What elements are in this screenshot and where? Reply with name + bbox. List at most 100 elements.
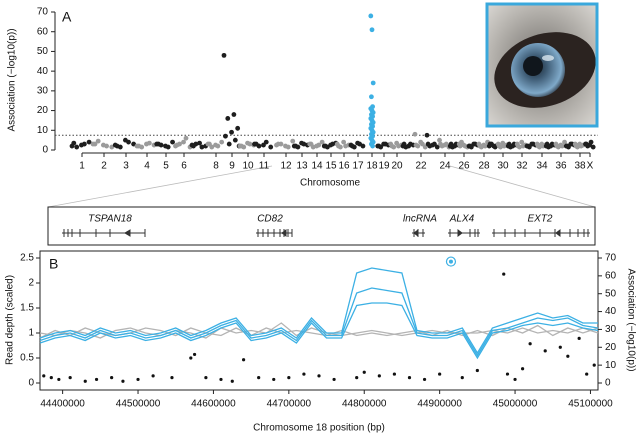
assoc-point [460,376,464,380]
eye-inset [485,2,599,128]
assoc-point [136,377,140,382]
y-tick-label: 10 [37,125,49,136]
assoc-point [287,376,291,380]
snp-point [199,144,205,150]
plot-frame [39,250,599,391]
x-tick-label: 6 [181,161,187,172]
x-tick-label: 44700000 [267,399,312,410]
zoom-lines [47,165,596,208]
snp-point [418,139,424,145]
y-tick-label: 0 [42,145,48,156]
snp-point [481,142,487,148]
snp-point [500,140,506,146]
assoc-point [68,376,72,380]
y-tick-label: 70 [37,7,49,18]
x-tick-label: 19 [378,161,390,172]
snp-point [207,141,212,147]
assoc-point [355,376,359,380]
snp-point [467,143,473,149]
x-tick-label: 26 [458,161,470,172]
snp-point [381,141,387,147]
snp-point [183,135,189,141]
snp-point [370,80,376,86]
snp-point [341,139,347,145]
snp-point [323,143,328,149]
snp-point [448,141,454,147]
y2-tick-label: 30 [605,324,617,335]
x-tick-label: 45000000 [493,399,538,410]
snp-point [71,140,77,146]
snp-point [394,140,400,146]
snp-point [370,143,375,149]
snp-point [100,142,106,148]
snp-point [92,141,98,147]
snp-point [181,139,186,145]
snp-point [174,142,180,148]
assoc-point [543,349,547,353]
snp-point [328,142,334,148]
assoc-point [317,374,321,378]
snp-point [221,52,227,58]
x-tick-label: 20 [391,161,403,172]
assoc-point [204,376,208,380]
y2-tick-label: 0 [605,378,611,389]
y2-tick-label: 60 [605,270,617,281]
assoc-point [592,363,596,367]
snp-point [308,141,314,147]
x-axis-label: Chromosome 18 position (bp) [253,423,385,434]
x-tick-label: 24 [439,161,451,172]
x-tick-label: 44400000 [40,399,85,410]
assoc-point [219,377,223,382]
x-tick-label: 3 [123,161,129,172]
x-tick-label: 28 [478,161,490,172]
snp-point [163,143,168,149]
assoc-point [558,345,562,349]
gene-label: ALX4 [449,214,475,225]
snp-point [406,143,412,149]
x-tick-label: 4 [144,161,150,172]
snp-point [529,141,535,147]
snp-point [554,143,560,149]
snp-point [461,142,467,148]
y2-tick-label: 40 [605,306,617,317]
snp-point [156,141,161,147]
x-tick-label: 34 [536,161,548,172]
y2-axis-label: Association (−log10(p)) [625,268,636,371]
snp-point [369,27,375,33]
snp-point [349,143,355,149]
assoc-point [407,376,412,380]
assoc-point [362,370,366,374]
snp-point [213,142,218,148]
snp-point [170,139,175,145]
y-tick-label: 0.5 [20,353,34,364]
snp-point [583,141,589,147]
highlight-point [448,259,453,264]
y-axis-label: Association (−log10(p)) [7,28,18,131]
y-tick-label: 40 [37,66,49,77]
snp-point [261,142,266,148]
snp-point [253,141,259,147]
assoc-point [49,376,53,380]
x-tick-label: 13 [296,161,308,172]
depth-line [39,267,598,355]
gene-label: lncRNA [403,214,437,225]
x-tick-label: 44500000 [116,399,161,410]
snp-point [477,143,483,149]
snp-point [491,143,497,149]
x-tick-label: 10 [242,161,254,172]
assoc-point [520,367,525,371]
assoc-point [170,376,174,380]
x-tick-label: 15 [325,161,337,172]
assoc-point [302,372,306,376]
snp-point [413,142,419,148]
snp-point [535,143,541,149]
snp-point [577,141,583,147]
snp-point [122,137,128,143]
snp-point [231,112,237,117]
x-tick-label: 44800000 [342,399,387,410]
depth-line [39,324,599,339]
snp-point [452,143,458,149]
assoc-point [392,372,397,376]
assoc-point [42,374,46,378]
